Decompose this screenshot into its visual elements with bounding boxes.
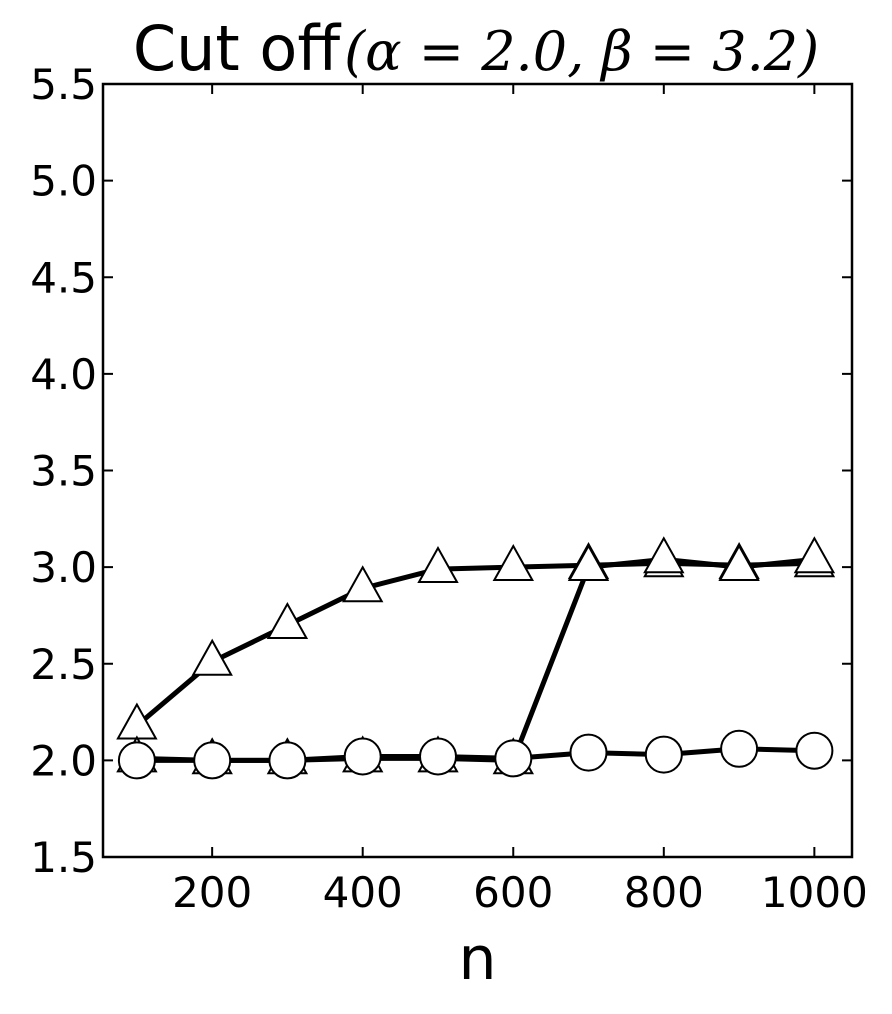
- series-3-point: [644, 735, 683, 774]
- series-markers: [116, 536, 836, 780]
- x-tick-label: 400: [323, 868, 403, 917]
- axis-ticks: 200 400 600 800 1000 1.5 2.0 2.5 3.0 3.5 4.0 4.5 5.0…: [30, 60, 868, 917]
- series-2-point: [567, 543, 610, 581]
- series-2-point: [793, 536, 836, 574]
- x-tick-label: 800: [624, 868, 704, 917]
- series-1-point: [266, 601, 309, 639]
- series-1-point: [341, 565, 384, 603]
- series-1-point: [492, 543, 535, 581]
- y-tick-label: 2.5: [30, 640, 97, 689]
- series-2-line: [134, 556, 817, 763]
- y-tick-label: 3.0: [30, 543, 97, 592]
- y-tick-label: 5.0: [30, 157, 97, 206]
- chart-title-math: (α = 2.0, β = 3.2): [344, 20, 819, 83]
- series-3-point: [720, 729, 759, 768]
- chart-title: Cut off(α = 2.0, β = 3.2): [133, 12, 819, 85]
- y-tick-label: 1.5: [30, 833, 97, 882]
- series-1-point: [417, 545, 459, 583]
- series-3-point: [193, 741, 232, 780]
- x-tick-label: 600: [473, 868, 553, 917]
- x-tick-label: 200: [172, 868, 252, 917]
- series-1-line: [134, 560, 817, 729]
- y-tick-label: 4.0: [30, 350, 97, 399]
- x-tick-label: 1000: [761, 868, 868, 917]
- series-3-point: [419, 737, 457, 776]
- series-3-point: [268, 741, 307, 780]
- y-tick-label: 2.0: [30, 736, 97, 785]
- series-3-point: [117, 741, 156, 780]
- series-3-line: [134, 746, 817, 763]
- series-3-point: [343, 737, 382, 776]
- series-3-point: [795, 731, 834, 770]
- series-lines: [134, 556, 817, 763]
- chart-title-text: Cut off: [133, 12, 342, 85]
- y-tick-label: 4.5: [30, 253, 97, 302]
- series-3-point: [569, 733, 608, 772]
- series-1-point: [116, 702, 158, 740]
- series-3-point: [494, 739, 533, 778]
- y-tick-label: 5.5: [30, 60, 97, 109]
- series-2-point: [643, 536, 685, 574]
- x-axis-label: n: [458, 924, 496, 994]
- plot-area: [116, 536, 836, 780]
- y-tick-label: 3.5: [30, 447, 97, 496]
- series-1-point: [191, 638, 233, 676]
- series-2-point: [718, 543, 760, 581]
